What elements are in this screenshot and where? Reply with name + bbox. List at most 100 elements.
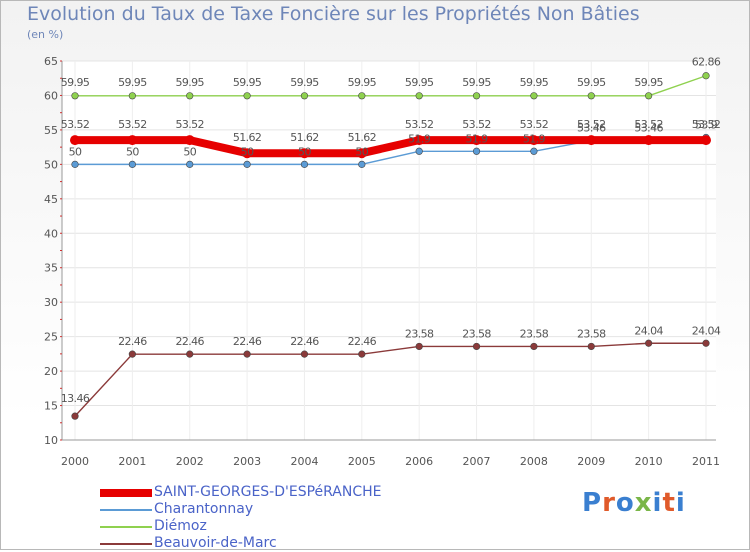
- data-label: 53.52: [577, 118, 606, 131]
- data-point: [243, 92, 251, 100]
- data-point: [186, 160, 194, 168]
- data-label: 22.46: [348, 335, 377, 348]
- legend-label: SAINT-GEORGES-D'ESPéRANCHE: [154, 484, 382, 500]
- data-label: 53.52: [634, 118, 663, 131]
- y-tick-label: 30: [44, 296, 58, 309]
- data-label: 23.58: [577, 327, 606, 340]
- x-tick-label: 2011: [692, 455, 720, 468]
- data-point: [243, 160, 251, 168]
- data-label: 59.95: [61, 76, 90, 89]
- data-point: [701, 135, 711, 146]
- data-point: [645, 339, 653, 347]
- y-tick-label: 35: [44, 262, 58, 275]
- data-point: [643, 135, 654, 146]
- data-label: 53.52: [118, 118, 147, 131]
- data-label: 51.9: [465, 132, 488, 145]
- data-label: 62.86: [692, 56, 721, 69]
- series-line-0: [75, 136, 706, 158]
- legend-label: Diémoz: [154, 518, 207, 534]
- data-label: 59.95: [290, 76, 319, 89]
- data-label: 59.95: [233, 76, 262, 89]
- plot-area: [62, 61, 716, 440]
- y-tick-label: 25: [44, 331, 58, 344]
- data-point: [415, 92, 423, 100]
- data-point: [127, 135, 138, 146]
- data-point: [530, 92, 538, 100]
- x-tick-label: 2006: [405, 455, 433, 468]
- y-tick-label: 60: [44, 89, 58, 102]
- x-tick-label: 2009: [577, 455, 605, 468]
- data-point: [243, 350, 251, 358]
- data-label: 51.62: [290, 131, 319, 144]
- series-line-3: [74, 342, 706, 417]
- data-label: 53.52: [462, 118, 491, 131]
- y-tick-label: 20: [44, 365, 58, 378]
- data-point: [356, 148, 367, 159]
- unit-label: (en %): [27, 28, 64, 41]
- data-label: 59.95: [462, 76, 491, 89]
- data-point: [128, 160, 136, 168]
- data-label: 53.52: [520, 118, 549, 131]
- data-point: [71, 412, 79, 420]
- data-point: [702, 72, 710, 80]
- data-label: 59.95: [634, 76, 663, 89]
- data-point: [702, 339, 710, 347]
- data-point: [528, 135, 539, 146]
- x-tick-label: 2004: [290, 455, 318, 468]
- data-label: 24.04: [692, 324, 721, 337]
- legend-swatch: [100, 489, 152, 497]
- data-label: 22.46: [233, 335, 262, 348]
- data-point: [414, 135, 425, 146]
- data-label: 23.58: [520, 327, 549, 340]
- data-label: 51.9: [523, 132, 546, 145]
- data-label: 51.62: [348, 131, 377, 144]
- data-label: 53.46: [634, 122, 663, 135]
- data-label: 23.58: [405, 327, 434, 340]
- data-label: 59.95: [577, 76, 606, 89]
- chart-title: Evolution du Taux de Taxe Foncière sur l…: [27, 3, 640, 25]
- data-point: [128, 92, 136, 100]
- data-point: [471, 135, 482, 146]
- x-tick-label: 2003: [233, 455, 261, 468]
- data-point: [184, 135, 195, 146]
- data-point: [530, 147, 538, 155]
- data-point: [71, 92, 79, 100]
- legend-swatch: [100, 526, 152, 528]
- data-point: [415, 147, 423, 155]
- data-label: 13.46: [61, 392, 90, 405]
- data-label: 24.04: [634, 324, 663, 337]
- data-label: 51.9: [408, 132, 431, 145]
- series-line-2: [75, 75, 707, 97]
- data-point: [128, 350, 136, 358]
- x-tick-label: 2002: [176, 455, 204, 468]
- data-label: 59.95: [118, 76, 147, 89]
- data-label: 50: [69, 145, 82, 158]
- data-point: [300, 92, 309, 100]
- legend-label: Charantonnay: [154, 501, 254, 517]
- x-tick-label: 2008: [520, 455, 548, 468]
- data-point: [186, 92, 194, 100]
- x-tick-label: 2001: [118, 455, 146, 468]
- legend-label: Beauvoir-de-Marc: [154, 535, 277, 551]
- legend-swatch: [100, 509, 152, 511]
- data-point: [299, 148, 310, 159]
- data-label: 53.52: [405, 118, 434, 131]
- data-point: [186, 350, 194, 358]
- data-point: [586, 135, 597, 146]
- data-point: [530, 342, 538, 351]
- data-point: [358, 92, 366, 100]
- data-point: [472, 342, 481, 351]
- y-tick-label: 55: [44, 124, 58, 137]
- y-tick-label: 50: [44, 158, 58, 171]
- legend-swatch: [100, 543, 152, 545]
- data-point: [415, 342, 423, 351]
- data-label: 51.62: [233, 131, 262, 144]
- data-label: 53.52: [175, 118, 204, 131]
- proxiti-logo: Proxiti: [582, 488, 686, 518]
- data-label: 50: [126, 145, 139, 158]
- data-point: [300, 350, 309, 358]
- data-label: 53.9: [695, 118, 718, 131]
- data-point: [70, 135, 80, 146]
- data-point: [358, 350, 366, 358]
